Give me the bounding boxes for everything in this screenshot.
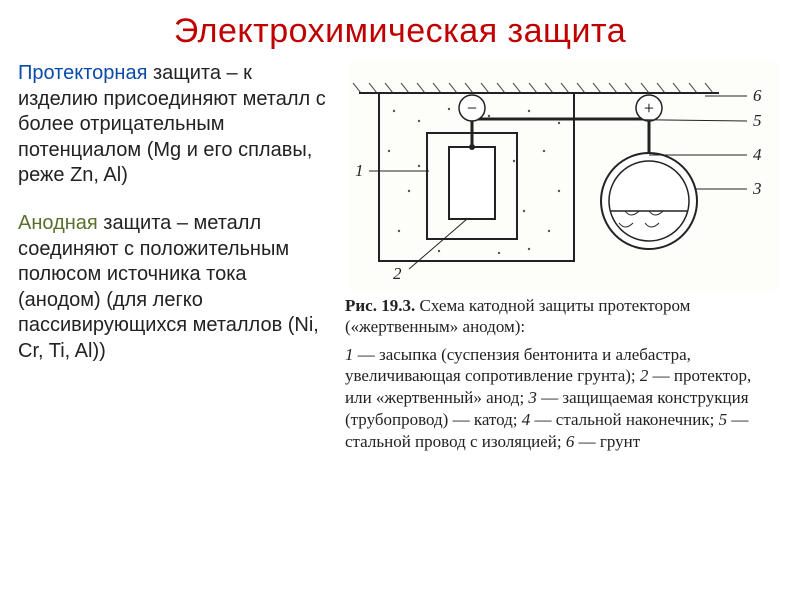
legend-num-4: 4 xyxy=(522,410,531,429)
label-5: 5 xyxy=(753,111,762,130)
right-column: − + 6 xyxy=(345,61,782,582)
legend-text-6: — грунт xyxy=(574,432,640,451)
figure-caption: Рис. 19.3. Схема катодной защиты протект… xyxy=(345,295,782,452)
legend-text-4: — стальной наконечник; xyxy=(530,410,718,429)
term-protector: Протекторная xyxy=(18,62,147,84)
content-row: Протекторная защита – к изделию присоеди… xyxy=(18,61,782,582)
label-4: 4 xyxy=(753,145,762,164)
diagram-container: − + 6 xyxy=(345,61,782,291)
paragraph-protector: Протекторная защита – к изделию присоеди… xyxy=(18,61,333,189)
fig-label: Рис. 19.3. xyxy=(345,296,415,315)
legend-num-1: 1 xyxy=(345,345,354,364)
legend: 1 — засыпка (суспензия бентонита и алеба… xyxy=(345,344,782,453)
label-6: 6 xyxy=(753,86,762,105)
label-2: 2 xyxy=(393,264,402,283)
legend-num-5: 5 xyxy=(719,410,728,429)
slide-title: Электрохимическая защита xyxy=(18,12,782,51)
text-anodic: защита – металл соединяют с положительны… xyxy=(18,212,319,362)
legend-num-3: 3 xyxy=(528,388,537,407)
slide: Электрохимическая защита Протекторная за… xyxy=(0,0,800,600)
left-column: Протекторная защита – к изделию присоеди… xyxy=(18,61,333,582)
term-anodic: Анодная xyxy=(18,212,98,234)
cathodic-protection-diagram: − + 6 xyxy=(349,61,779,291)
caption-head: Рис. 19.3. Схема катодной защиты протект… xyxy=(345,295,782,338)
label-1: 1 xyxy=(355,161,364,180)
plus-symbol: + xyxy=(643,98,653,118)
paragraph-anodic: Анодная защита – металл соединяют с поло… xyxy=(18,211,333,365)
minus-symbol: − xyxy=(466,98,476,118)
label-3: 3 xyxy=(752,179,762,198)
